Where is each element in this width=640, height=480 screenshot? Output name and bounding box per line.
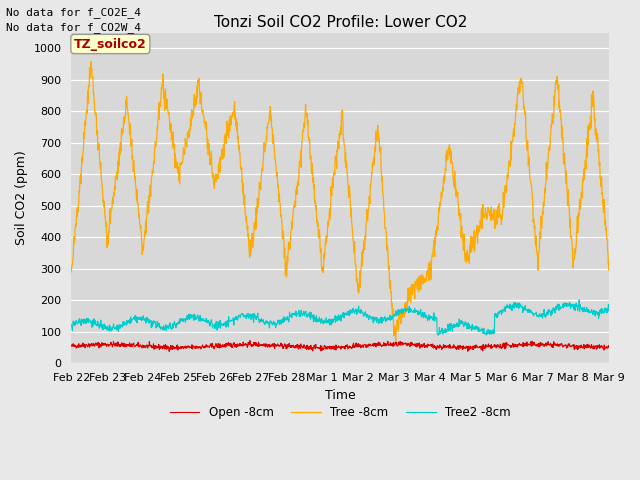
Text: No data for f_CO2W_4: No data for f_CO2W_4 [6,22,141,33]
Tree2 -8cm [494,313,502,319]
Tree -8cm [579,190,586,196]
Tree -8cm [634,224,640,230]
Y-axis label: Soil CO2 (ppm): Soil CO2 (ppm) [15,151,28,245]
Title: Tonzi Soil CO2 Profile: Lower CO2: Tonzi Soil CO2 Profile: Lower CO2 [214,15,467,30]
Tree2 -8cm [434,332,442,338]
Open -8cm [246,338,254,344]
Tree -8cm [333,166,340,171]
Tree -8cm [67,269,75,275]
Tree2 -8cm [157,325,165,331]
Tree -8cm [494,213,502,218]
Tree2 -8cm [634,307,640,312]
Open -8cm [344,346,352,352]
Tree2 -8cm [578,307,586,312]
Tree -8cm [157,84,165,90]
Text: No data for f_CO2E_4: No data for f_CO2E_4 [6,7,141,18]
Tree2 -8cm [616,297,623,302]
Tree -8cm [344,173,351,179]
Open -8cm [634,343,640,348]
Tree2 -8cm [67,322,75,327]
Open -8cm [157,345,165,351]
Open -8cm [333,345,341,350]
Line: Tree -8cm: Tree -8cm [71,62,640,341]
Tree2 -8cm [343,312,351,318]
X-axis label: Time: Time [325,389,356,402]
Text: TZ_soilco2: TZ_soilco2 [74,37,147,50]
Open -8cm [494,344,502,349]
Legend: Open -8cm, Tree -8cm, Tree2 -8cm: Open -8cm, Tree -8cm, Tree2 -8cm [165,401,515,424]
Open -8cm [67,343,75,348]
Tree2 -8cm [332,316,340,322]
Tree -8cm [392,338,399,344]
Line: Open -8cm: Open -8cm [71,341,640,351]
Open -8cm [165,348,173,354]
Line: Tree2 -8cm: Tree2 -8cm [71,300,640,335]
Tree -8cm [87,59,95,65]
Open -8cm [579,345,586,351]
